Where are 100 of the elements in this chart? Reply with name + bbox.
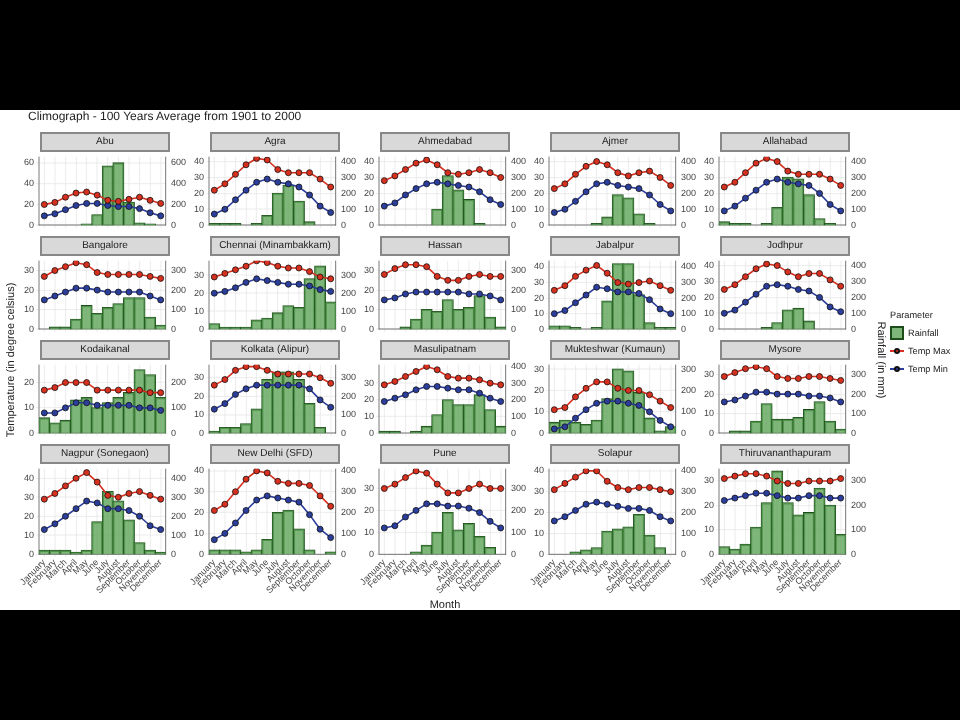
point	[412, 386, 420, 394]
point	[720, 207, 728, 215]
point	[125, 490, 133, 497]
point	[624, 172, 632, 180]
point	[40, 526, 48, 533]
point	[146, 292, 154, 300]
point	[784, 375, 792, 382]
point	[486, 292, 494, 300]
point	[656, 201, 664, 208]
point	[550, 209, 558, 216]
point	[476, 290, 483, 298]
point	[114, 386, 122, 394]
point	[444, 180, 452, 188]
point	[114, 197, 122, 205]
point	[752, 489, 760, 497]
point	[306, 169, 313, 177]
point	[794, 480, 802, 487]
point	[83, 379, 91, 386]
point	[837, 182, 845, 189]
point	[465, 386, 473, 394]
point	[561, 205, 569, 213]
point	[157, 296, 165, 304]
point	[603, 178, 611, 186]
point	[476, 166, 483, 173]
point	[51, 210, 59, 218]
point	[742, 194, 749, 202]
point	[146, 404, 154, 412]
point	[284, 381, 292, 389]
point	[157, 526, 165, 533]
point	[476, 480, 483, 488]
point	[114, 401, 122, 409]
point	[40, 201, 48, 208]
point	[412, 468, 420, 475]
point	[486, 169, 494, 177]
point	[582, 500, 590, 508]
point	[423, 263, 431, 271]
point	[486, 485, 494, 492]
point	[816, 270, 823, 277]
point	[603, 161, 611, 169]
point	[93, 269, 101, 276]
point	[593, 468, 601, 475]
point	[40, 212, 48, 220]
point	[93, 191, 101, 199]
point	[624, 280, 632, 288]
point	[805, 287, 813, 295]
point	[561, 180, 569, 188]
point	[763, 388, 771, 396]
point	[72, 260, 80, 267]
point	[62, 482, 69, 490]
point	[794, 170, 802, 178]
point	[221, 400, 229, 408]
point	[720, 373, 728, 380]
point	[742, 470, 749, 478]
point	[104, 401, 112, 409]
point	[816, 392, 823, 400]
point	[316, 492, 324, 500]
point	[837, 308, 845, 316]
point	[784, 390, 792, 398]
point	[125, 203, 133, 210]
point	[816, 477, 823, 485]
point	[742, 365, 749, 373]
point	[476, 376, 483, 384]
point	[731, 178, 739, 186]
point	[51, 199, 59, 206]
point	[444, 384, 452, 392]
point	[784, 494, 792, 502]
point	[550, 286, 558, 294]
point	[614, 502, 622, 510]
point	[210, 381, 218, 389]
point	[784, 167, 792, 175]
point	[327, 209, 335, 216]
point	[316, 525, 324, 533]
point	[62, 288, 69, 296]
point	[306, 191, 313, 199]
point	[93, 386, 101, 394]
point	[316, 202, 324, 210]
point	[316, 175, 324, 183]
point	[263, 277, 271, 284]
point	[232, 266, 239, 274]
point	[242, 507, 250, 514]
point	[773, 281, 781, 289]
point	[656, 513, 664, 521]
point	[826, 494, 834, 502]
point	[274, 494, 282, 502]
point	[295, 264, 303, 272]
point	[433, 273, 441, 280]
point	[306, 511, 313, 519]
point	[253, 364, 261, 371]
point	[391, 265, 399, 273]
point	[402, 513, 409, 521]
point	[497, 174, 505, 181]
point	[380, 202, 388, 210]
point	[136, 404, 143, 412]
point	[146, 522, 154, 530]
point	[752, 470, 760, 478]
point	[465, 290, 473, 298]
point	[614, 484, 622, 491]
point	[444, 276, 452, 284]
point	[826, 175, 834, 183]
point	[295, 183, 303, 191]
